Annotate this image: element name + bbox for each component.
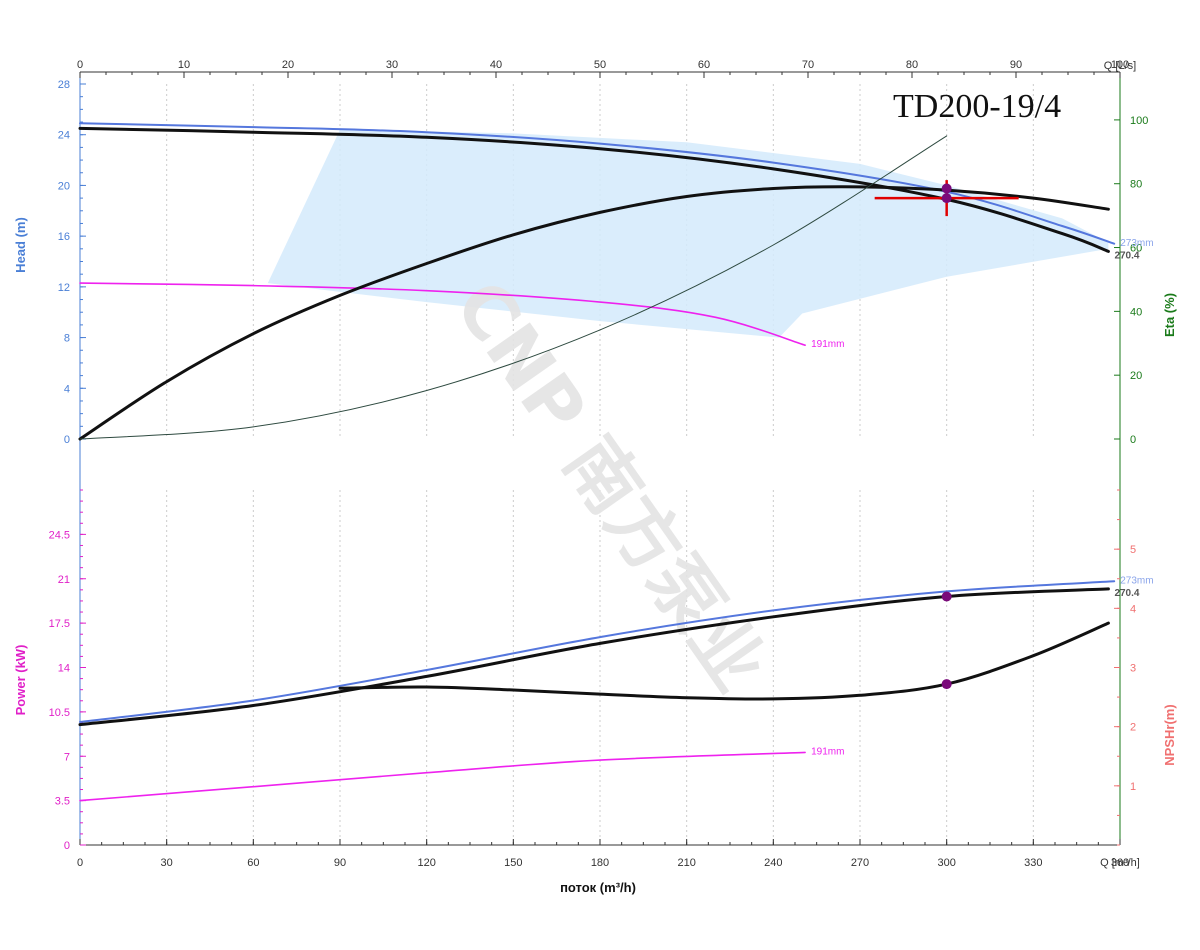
top-tick-label: 0 bbox=[77, 59, 83, 71]
bottom-tick-label: 90 bbox=[334, 857, 346, 869]
power-tick-label: 21 bbox=[58, 574, 70, 586]
bottom-tick-label: 180 bbox=[591, 857, 609, 869]
power-tick-label: 17.5 bbox=[49, 618, 70, 630]
top-tick-label: 30 bbox=[386, 59, 398, 71]
power-axis-title: Power (kW) bbox=[13, 645, 28, 716]
power-tick-label: 24.5 bbox=[49, 529, 70, 541]
top-tick-label: 60 bbox=[698, 59, 710, 71]
curve-power-2704 bbox=[78, 587, 1110, 727]
head-tick-label: 0 bbox=[64, 434, 70, 446]
npsh-tick-label: 2 bbox=[1130, 722, 1136, 734]
bottom-tick-label: 360 bbox=[1111, 857, 1129, 869]
head-tick-label: 20 bbox=[58, 180, 70, 192]
bottom-tick-label: 210 bbox=[677, 857, 695, 869]
eta-tick-label: 80 bbox=[1130, 179, 1142, 191]
curve-head-273mm-label: 273mm bbox=[1120, 238, 1153, 249]
head-tick-label: 16 bbox=[58, 231, 70, 243]
power-tick-label: 0 bbox=[64, 840, 70, 852]
power-tick-label: 7 bbox=[64, 751, 70, 763]
curve-head-273mm bbox=[79, 122, 1116, 245]
eta-tick-label: 40 bbox=[1130, 306, 1142, 318]
bottom-axis-unit: Q [m³/h] bbox=[1100, 857, 1140, 869]
head-tick-label: 12 bbox=[58, 282, 70, 294]
npsh-tick-label: 5 bbox=[1130, 544, 1136, 556]
curve-head-2704 bbox=[78, 126, 1110, 253]
eta-axis-title: Eta (%) bbox=[1162, 293, 1177, 337]
head-tick-label: 8 bbox=[64, 333, 70, 345]
head-tick-label: 28 bbox=[58, 79, 70, 91]
grid bbox=[166, 84, 1121, 845]
operating-region bbox=[267, 129, 1109, 338]
bottom-tick-label: 270 bbox=[851, 857, 869, 869]
bottom-tick-label: 0 bbox=[77, 857, 83, 869]
bottom-tick-label: 300 bbox=[937, 857, 955, 869]
bottom-tick-label: 60 bbox=[247, 857, 259, 869]
bottom-tick-label: 150 bbox=[504, 857, 522, 869]
curve-power-273mm bbox=[79, 580, 1116, 723]
curve-power-2704-label: 270.4 bbox=[1114, 588, 1139, 599]
marker-head bbox=[941, 193, 952, 204]
bottom-tick-label: 240 bbox=[764, 857, 782, 869]
bottom-axis-title: поток (m³/h) bbox=[560, 880, 636, 895]
head-tick-label: 24 bbox=[58, 130, 70, 142]
curve-npsh bbox=[338, 621, 1110, 701]
curve-power-191mm-label: 191mm bbox=[811, 746, 844, 757]
top-tick-label: 100 bbox=[1111, 59, 1129, 71]
marker-power bbox=[941, 591, 952, 602]
markers bbox=[874, 180, 1019, 690]
curve-head-191mm-label: 191mm bbox=[811, 339, 844, 350]
eta-tick-label: 0 bbox=[1130, 434, 1136, 446]
power-tick-label: 14 bbox=[58, 663, 70, 675]
curve-head-191mm bbox=[79, 282, 806, 346]
npsh-tick-label: 4 bbox=[1130, 603, 1136, 615]
curve-eta-systemcurve bbox=[79, 135, 948, 440]
bottom-tick-label: 120 bbox=[417, 857, 435, 869]
curve-power-273mm-label: 273mm bbox=[1120, 575, 1153, 586]
npsh-tick-label: 1 bbox=[1130, 781, 1136, 793]
bottom-tick-label: 330 bbox=[1024, 857, 1042, 869]
chart-title: TD200-19/4 bbox=[893, 88, 1061, 125]
eta-tick-label: 60 bbox=[1130, 243, 1142, 255]
top-axis-unit: Q [L/s] bbox=[1104, 60, 1136, 72]
top-tick-label: 10 bbox=[178, 59, 190, 71]
eta-tick-label: 20 bbox=[1130, 370, 1142, 382]
top-tick-label: 70 bbox=[802, 59, 814, 71]
marker-eta bbox=[941, 183, 952, 194]
power-tick-label: 10.5 bbox=[49, 707, 70, 719]
eta-tick-label: 100 bbox=[1130, 115, 1148, 127]
curve-power-191mm bbox=[79, 751, 806, 802]
top-tick-label: 20 bbox=[282, 59, 294, 71]
bottom-tick-label: 30 bbox=[161, 857, 173, 869]
top-tick-label: 50 bbox=[594, 59, 606, 71]
top-tick-label: 90 bbox=[1010, 59, 1022, 71]
npsh-tick-label: 3 bbox=[1130, 663, 1136, 675]
head-tick-label: 4 bbox=[64, 383, 70, 395]
operating-region-area bbox=[267, 129, 1109, 338]
head-axis-title: Head (m) bbox=[13, 217, 28, 273]
top-tick-label: 80 bbox=[906, 59, 918, 71]
power-tick-label: 3.5 bbox=[55, 796, 70, 808]
curve-head-2704-label: 270.4 bbox=[1114, 250, 1139, 261]
marker-npsh bbox=[941, 679, 952, 690]
top-tick-label: 40 bbox=[490, 59, 502, 71]
npsh-axis-title: NPSHr(m) bbox=[1162, 704, 1177, 765]
